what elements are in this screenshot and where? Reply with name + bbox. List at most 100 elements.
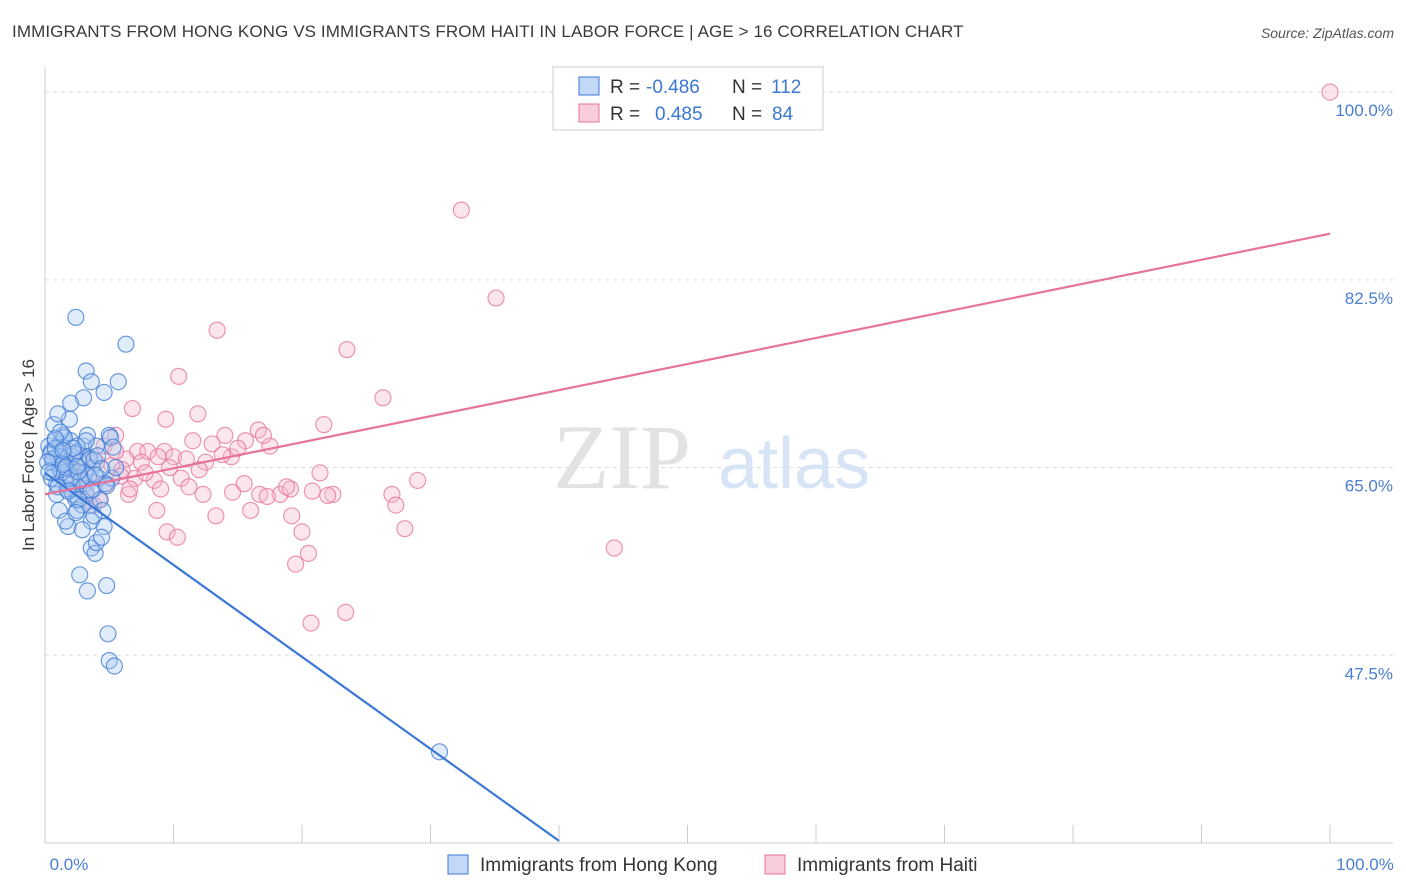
haiti-point-56 xyxy=(258,487,276,506)
x-tick-labels: 0.0% 100.0% xyxy=(50,855,1394,874)
hk-point-99 xyxy=(104,438,122,456)
legend-swatch-haiti xyxy=(578,103,600,123)
haiti-point-49 xyxy=(158,523,176,541)
legend-n-label-hk: N = xyxy=(732,77,762,98)
legend-r-label-haiti: R = xyxy=(610,104,640,125)
haiti-point-74 xyxy=(149,448,167,466)
hk-point-102 xyxy=(67,503,85,522)
legend-r-value-haiti: 0.485 xyxy=(655,104,703,125)
hk-point-98 xyxy=(101,428,120,447)
hk-point-56 xyxy=(71,566,89,584)
haiti-point-60 xyxy=(387,496,405,514)
bottom-legend-swatch-haiti xyxy=(764,854,786,875)
haiti-point-1 xyxy=(452,201,470,219)
hk-point-62 xyxy=(98,576,116,595)
hk-point-107 xyxy=(68,457,86,476)
watermark-atlas: atlas xyxy=(718,424,870,504)
haiti-point-8 xyxy=(189,405,207,423)
y-tick-label-1: 82.5% xyxy=(1345,289,1393,308)
hk-point-68 xyxy=(85,507,103,525)
hk-point-96 xyxy=(92,460,111,478)
legend-n-value-hk: 112 xyxy=(771,77,801,98)
legend: R = -0.486 N = 112 R = 0.485 N = 84 xyxy=(552,66,824,131)
bottom-legend: Immigrants from Hong Kong Immigrants fro… xyxy=(447,854,978,876)
trend-lines xyxy=(44,232,1331,842)
haiti-point-67 xyxy=(605,539,623,557)
y-tick-labels: 100.0% 82.5% 65.0% 47.5% xyxy=(1335,101,1393,683)
haiti-point-58 xyxy=(319,486,337,505)
hk-point-93 xyxy=(77,432,95,450)
hk-point-63 xyxy=(99,625,117,643)
haiti-point-39 xyxy=(180,478,198,496)
haiti-point-19 xyxy=(139,442,157,461)
hk-point-109 xyxy=(86,466,104,484)
source-credit: Source: ZipAtlas.com xyxy=(1260,25,1394,41)
x-tick-label-1: 100.0% xyxy=(1336,855,1394,874)
haiti-point-65 xyxy=(302,614,320,632)
haiti-point-75 xyxy=(184,432,202,450)
haiti-point-26 xyxy=(132,453,150,471)
hk-point-40 xyxy=(107,458,125,477)
watermark-zip: ZIP xyxy=(553,406,691,508)
haiti-point-5 xyxy=(170,367,188,385)
haiti-point-57 xyxy=(277,478,296,496)
hk-point-57 xyxy=(78,582,97,600)
legend-swatch-hk xyxy=(578,76,600,96)
haiti-point-11 xyxy=(315,416,333,434)
legend-r-label-hk: R = xyxy=(610,77,640,98)
haiti-point-64 xyxy=(286,555,305,573)
haiti-point-2 xyxy=(487,289,505,307)
haiti-point-37 xyxy=(152,480,170,498)
haiti-point-22 xyxy=(177,450,195,468)
haiti-point-9 xyxy=(157,410,175,428)
haiti-point-14 xyxy=(203,435,221,453)
bottom-legend-swatch-hk xyxy=(447,854,469,875)
hk-point-91 xyxy=(64,439,82,457)
legend-n-value-haiti: 84 xyxy=(772,104,794,125)
hk-point-49 xyxy=(95,383,113,402)
hk-point-42 xyxy=(49,405,67,423)
hk-point-51 xyxy=(117,335,135,353)
haiti-point-40 xyxy=(194,485,212,503)
haiti-point-41 xyxy=(224,483,242,501)
haiti-point-53 xyxy=(283,507,301,525)
haiti-point-63 xyxy=(311,464,329,482)
x-tick-label-0: 0.0% xyxy=(50,855,89,874)
chart-title: IMMIGRANTS FROM HONG KONG VS IMMIGRANTS … xyxy=(12,22,964,41)
y-tick-label-3: 47.5% xyxy=(1345,664,1393,683)
haiti-point-59 xyxy=(383,485,401,503)
y-tick-label-2: 65.0% xyxy=(1345,477,1393,496)
hk-point-69 xyxy=(92,528,111,546)
haiti-point-54 xyxy=(293,523,311,541)
watermark: ZIP atlas xyxy=(553,406,870,508)
hk-point-44 xyxy=(62,394,80,412)
hk-point-65 xyxy=(105,657,123,675)
haiti-point-6 xyxy=(374,389,392,407)
haiti-point-13 xyxy=(216,426,234,444)
haiti-point-50 xyxy=(168,528,186,546)
hk-point-50 xyxy=(109,373,127,391)
hk-point-46 xyxy=(74,389,93,407)
haiti-point-0 xyxy=(1321,83,1339,101)
grid-lines xyxy=(45,91,1393,656)
hk-point-85 xyxy=(80,467,98,485)
legend-r-value-hk: -0.486 xyxy=(646,77,700,98)
haiti-point-81 xyxy=(121,480,139,498)
legend-n-label-haiti: N = xyxy=(732,104,762,125)
y-axis-label: In Labor Force | Age > 16 xyxy=(19,359,38,551)
haiti-point-42 xyxy=(235,475,253,493)
hk-point-47 xyxy=(77,362,95,380)
y-tick-label-0: 100.0% xyxy=(1335,101,1393,120)
hk-point-105 xyxy=(54,441,72,459)
haiti-point-3 xyxy=(208,321,226,339)
hk-point-110 xyxy=(430,743,449,761)
haiti-point-4 xyxy=(338,340,356,359)
haiti-trend-line xyxy=(44,232,1331,496)
haiti-point-62 xyxy=(396,520,414,538)
series-hk-points xyxy=(38,308,449,761)
haiti-point-7 xyxy=(123,399,141,418)
hk-point-95 xyxy=(89,447,107,465)
bottom-legend-label-haiti: Immigrants from Haiti xyxy=(797,855,978,876)
hk-point-106 xyxy=(40,463,58,481)
